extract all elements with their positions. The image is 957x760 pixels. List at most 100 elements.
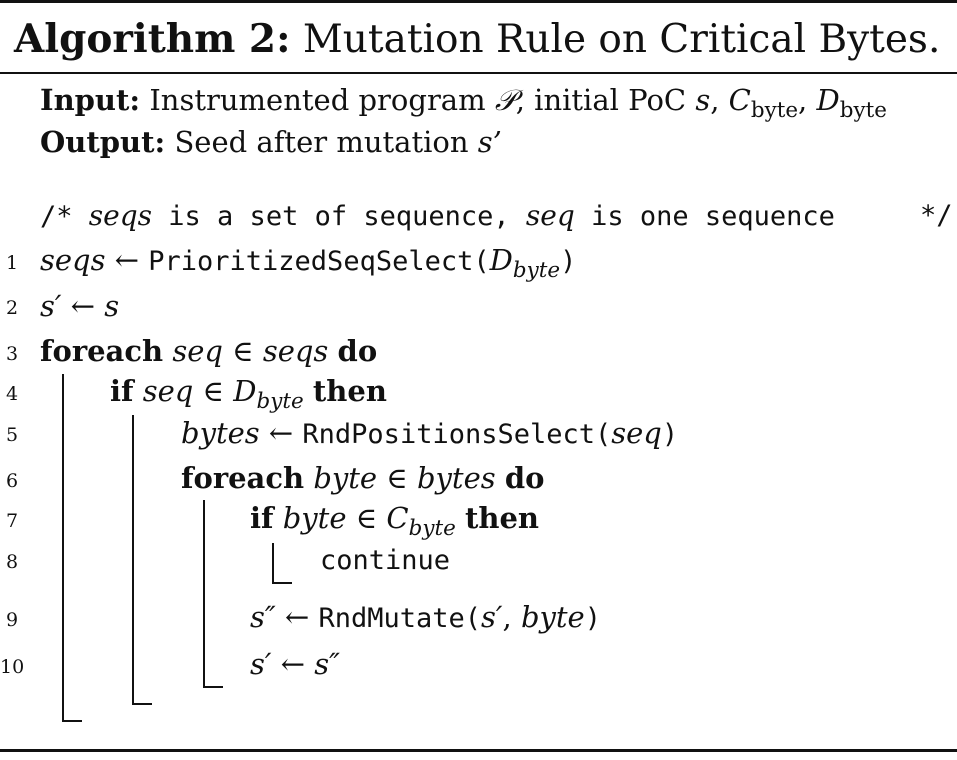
- var-bytes: bytes: [181, 416, 260, 450]
- top-rule: [0, 0, 957, 3]
- header-rule: [0, 72, 957, 74]
- block-end-foreach-byte: [203, 686, 223, 688]
- line-number: 10: [0, 656, 25, 678]
- set-d: D: [233, 374, 257, 408]
- element-of: ∈: [386, 461, 408, 495]
- var-s-prime: s′: [250, 647, 272, 681]
- arg-byte: byte: [520, 600, 585, 634]
- keyword-do: do: [504, 461, 545, 495]
- line-number: 3: [5, 343, 19, 365]
- element-of: ∈: [232, 334, 254, 368]
- input-line: Input: Instrumented program 𝒫, initial P…: [40, 83, 887, 123]
- block-bar-foreach-byte: [203, 500, 205, 688]
- element-of: ∈: [355, 501, 378, 535]
- input-text: Instrumented program: [149, 83, 486, 117]
- code-line-2: s′ ← s: [40, 292, 119, 321]
- output-var: s’: [477, 125, 502, 159]
- code-line-1: seqs ← PrioritizedSeqSelect(Dbyte): [40, 243, 577, 283]
- fn-rnd-positions-select: RndPositionsSelect(: [302, 419, 612, 450]
- assign-arrow: ←: [114, 243, 140, 277]
- code-line-7: if byte ∈ Cbyte then: [250, 501, 539, 541]
- var-s-double-prime: s″: [250, 600, 276, 634]
- set-c: C: [386, 501, 409, 535]
- line-number: 2: [5, 297, 19, 319]
- program-symbol: 𝒫: [494, 83, 516, 117]
- code-line-5: bytes ← RndPositionsSelect(seq): [181, 416, 679, 450]
- keyword-foreach: foreach: [181, 461, 305, 495]
- var-s: s: [104, 289, 120, 323]
- var-byte: byte: [282, 501, 347, 535]
- close-paren: ): [584, 603, 601, 634]
- assign-arrow: ←: [284, 600, 310, 634]
- block-end-if-byte: [272, 582, 292, 584]
- arg-d: D: [489, 243, 513, 277]
- block-end-if-seq: [132, 703, 152, 705]
- output-line: Output: Seed after mutation s’: [40, 128, 502, 157]
- comment-close: */: [920, 200, 953, 231]
- block-bar-if-byte: [272, 543, 274, 584]
- fn-rnd-mutate: RndMutate(: [318, 603, 482, 634]
- comment-mid: is a set of sequence,: [168, 201, 510, 232]
- output-text: Seed after mutation: [174, 125, 469, 159]
- block-bar-if-seq: [132, 415, 134, 705]
- line-number: 7: [5, 510, 19, 532]
- var-seq: seq: [142, 374, 194, 408]
- code-line-10: s′ ← s″: [250, 650, 340, 679]
- line-number: 6: [5, 470, 19, 492]
- var-s-double-prime: s″: [314, 647, 340, 681]
- set-c-sub: byte: [408, 515, 456, 541]
- keyword-do: do: [337, 334, 378, 368]
- input-c-sub: byte: [750, 97, 799, 123]
- block-bar-foreach-outer: [62, 374, 64, 722]
- code-line-3: foreach seq ∈ seqs do: [40, 337, 377, 366]
- var-byte: byte: [313, 461, 378, 495]
- var-seqs: seqs: [262, 334, 329, 368]
- input-d: D: [816, 83, 840, 117]
- keyword-then: then: [312, 374, 387, 408]
- element-of: ∈: [202, 374, 225, 408]
- bottom-rule: [0, 749, 957, 752]
- input-c: C: [728, 83, 751, 117]
- arg-sep: ,: [502, 600, 512, 634]
- assign-arrow: ←: [70, 289, 95, 323]
- algorithm-label: Algorithm 2:: [14, 16, 291, 62]
- block-end-foreach-outer: [62, 720, 82, 722]
- output-label: Output:: [40, 125, 166, 159]
- line-number: 4: [5, 383, 19, 405]
- var-seq: seq: [172, 334, 223, 368]
- comment-rest: is one sequence: [591, 201, 835, 232]
- arg-d-sub: byte: [512, 257, 561, 283]
- line-number: 8: [5, 551, 19, 573]
- arg-s-prime: s′: [481, 600, 503, 634]
- set-d-sub: byte: [256, 388, 304, 414]
- var-seqs: seqs: [40, 243, 106, 277]
- assign-arrow: ←: [280, 647, 305, 681]
- code-line-6: foreach byte ∈ bytes do: [181, 464, 544, 493]
- keyword-if: if: [110, 374, 134, 408]
- var-s-prime: s′: [40, 289, 62, 323]
- assign-arrow: ←: [268, 416, 294, 450]
- line-number: 5: [5, 424, 19, 446]
- input-rest: , initial PoC: [515, 83, 687, 117]
- comment-var-seqs: seqs: [88, 199, 153, 232]
- keyword-then: then: [464, 501, 539, 535]
- keyword-foreach: foreach: [40, 334, 164, 368]
- algorithm-caption: Algorithm 2: Mutation Rule on Critical B…: [14, 17, 941, 62]
- code-line-9: s″ ← RndMutate(s′, byte): [250, 600, 601, 634]
- algorithm-title: Mutation Rule on Critical Bytes.: [302, 17, 941, 62]
- arg-seq: seq: [611, 416, 662, 450]
- code-line-4: if seq ∈ Dbyte then: [110, 374, 387, 414]
- comment-var-seq: seq: [525, 199, 575, 232]
- input-d-sub: byte: [839, 97, 887, 123]
- line-number: 9: [5, 609, 19, 631]
- fn-prioritized-seq-select: PrioritizedSeqSelect(: [148, 246, 490, 277]
- comment-open: /*: [40, 201, 73, 232]
- line-number: 1: [5, 252, 19, 274]
- var-bytes: bytes: [416, 461, 496, 495]
- keyword-if: if: [250, 501, 274, 535]
- comment-line: /* seqs is a set of sequence, seq is one…: [40, 199, 835, 232]
- close-paren: ): [661, 419, 679, 450]
- close-paren: ): [560, 246, 577, 277]
- input-label: Input:: [40, 83, 141, 117]
- input-s: s: [695, 83, 711, 117]
